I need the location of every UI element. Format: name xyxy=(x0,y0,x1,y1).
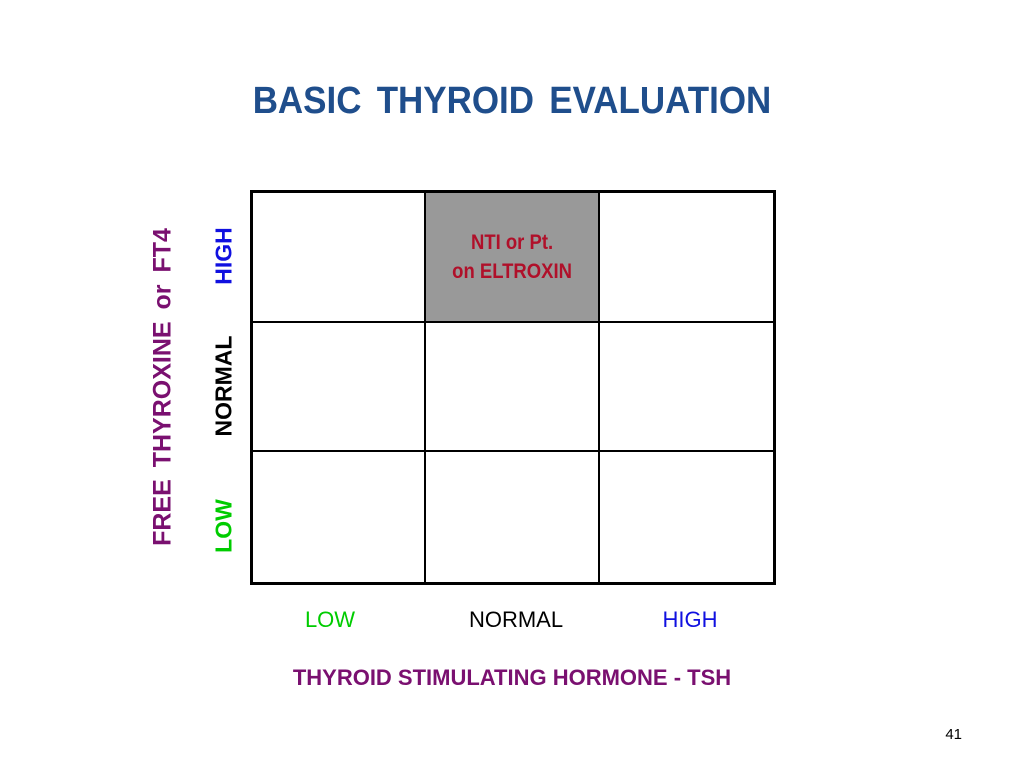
grid-cell-high-normal: NTI or Pt. on ELTROXIN xyxy=(426,193,600,323)
y-level-normal: NORMAL xyxy=(210,335,237,437)
y-axis-title: FREE THYROXINE or FT4 xyxy=(148,228,177,546)
grid-cell-low-low xyxy=(253,452,427,582)
grid-cell-normal-low xyxy=(253,322,427,453)
grid-cell-high-high xyxy=(599,193,773,323)
grid-cell-normal-normal xyxy=(426,322,600,453)
grid-cell-low-normal xyxy=(426,452,600,582)
page-number: 41 xyxy=(945,726,962,743)
evaluation-grid: NTI or Pt. on ELTROXIN xyxy=(250,190,776,585)
y-level-low: LOW xyxy=(210,499,237,553)
cell-text-nti: NTI or Pt. on ELTROXIN xyxy=(452,230,572,283)
x-level-low: LOW xyxy=(304,607,356,632)
slide-title: BASIC THYROID EVALUATION xyxy=(252,80,772,122)
grid-cell-low-high xyxy=(600,452,773,582)
grid-cell-normal-high xyxy=(599,323,773,453)
grid-cell-high-low xyxy=(253,193,427,323)
x-level-high: HIGH xyxy=(662,607,718,632)
x-axis-title: THYROID STIMULATING HORMONE - TSH xyxy=(292,665,732,690)
x-level-normal: NORMAL xyxy=(468,607,564,632)
y-level-high: HIGH xyxy=(210,227,237,285)
